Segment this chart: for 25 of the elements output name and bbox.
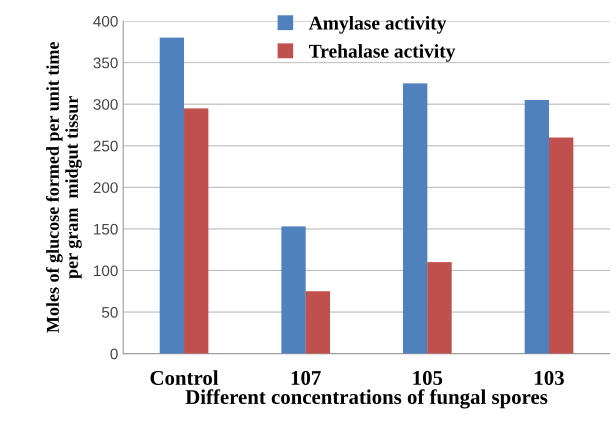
y-tick-label: 250 <box>94 140 118 152</box>
y-tick-label: 300 <box>93 99 118 110</box>
bar <box>524 100 550 354</box>
y-tick-label: 0 <box>110 348 118 360</box>
bar <box>427 262 452 354</box>
bar <box>184 108 208 354</box>
bar <box>403 83 428 354</box>
bar <box>281 226 306 354</box>
x-tick-label: Control <box>150 370 218 385</box>
bar <box>549 137 574 354</box>
y-tick-label: 100 <box>94 265 118 276</box>
legend-label: Amylase activity <box>308 16 446 34</box>
y-tick-label: 350 <box>93 57 118 68</box>
y-tick-label: 50 <box>102 306 118 318</box>
x-tick-label: 105 <box>413 370 442 385</box>
x-axis-title: Different concentrations of fungal spores <box>186 389 548 408</box>
legend-label: Trehalase activity <box>309 44 456 62</box>
y-tick-label: 150 <box>94 224 118 235</box>
y-tick-label: 400 <box>93 16 118 27</box>
bar <box>160 38 184 354</box>
x-tick-label: 103 <box>535 370 564 385</box>
y-axis-title: Moles of glucose formed per unit time per gram midgut tissur <box>46 42 82 333</box>
y-tick-label: 200 <box>94 182 118 194</box>
bar <box>306 291 330 354</box>
x-tick-label: 107 <box>292 370 321 385</box>
